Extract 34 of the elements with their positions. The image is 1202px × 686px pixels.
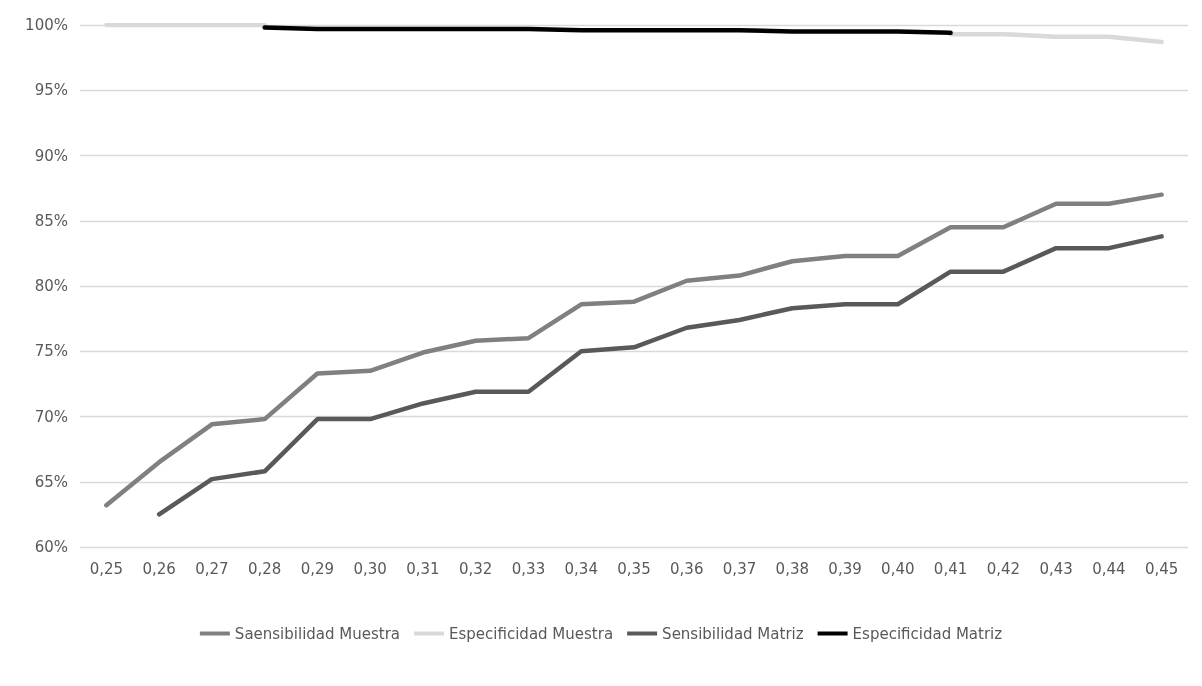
x-tick-label: 0,39 [828, 559, 862, 578]
x-tick-label: 0,30 [353, 559, 387, 578]
x-tick-label: 0,29 [300, 559, 335, 578]
x-tick-label: 0,25 [89, 559, 124, 578]
x-tick-label: 0,40 [881, 559, 915, 578]
legend-label: Especificidad Matriz [852, 624, 1003, 643]
y-tick-label: 65% [34, 472, 68, 491]
x-tick-label: 0,41 [933, 559, 968, 578]
y-tick-label: 85% [34, 211, 68, 230]
legend-label: Saensibilidad Muestra [234, 624, 401, 643]
x-tick-label: 0,26 [142, 559, 176, 578]
y-tick-label: 95% [34, 81, 68, 100]
y-tick-label: 100% [25, 16, 68, 34]
x-tick-label: 0,28 [247, 559, 282, 578]
x-tick-label: 0,27 [195, 559, 229, 578]
legend-label: Especificidad Muestra [449, 624, 614, 643]
x-tick-label: 0,32 [459, 559, 493, 578]
x-tick-label: 0,37 [722, 559, 757, 578]
x-tick-label: 0,44 [1092, 559, 1126, 578]
y-tick-label: 70% [34, 407, 68, 426]
x-tick-label: 0,36 [670, 559, 704, 578]
y-tick-label: 75% [34, 342, 68, 361]
y-tick-label: 60% [34, 538, 68, 556]
x-tick-label: 0,31 [406, 559, 440, 578]
x-tick-label: 0,45 [1144, 559, 1179, 578]
y-tick-label: 80% [34, 277, 68, 295]
x-tick-label: 0,42 [986, 559, 1021, 578]
x-tick-label: 0,34 [564, 559, 598, 578]
x-tick-label: 0,33 [511, 559, 546, 578]
y-tick-label: 90% [34, 146, 68, 165]
x-tick-label: 0,38 [775, 559, 809, 578]
x-tick-label: 0,35 [617, 559, 651, 578]
legend-label: Sensibilidad Matriz [662, 624, 804, 643]
x-tick-label: 0,43 [1039, 559, 1073, 578]
